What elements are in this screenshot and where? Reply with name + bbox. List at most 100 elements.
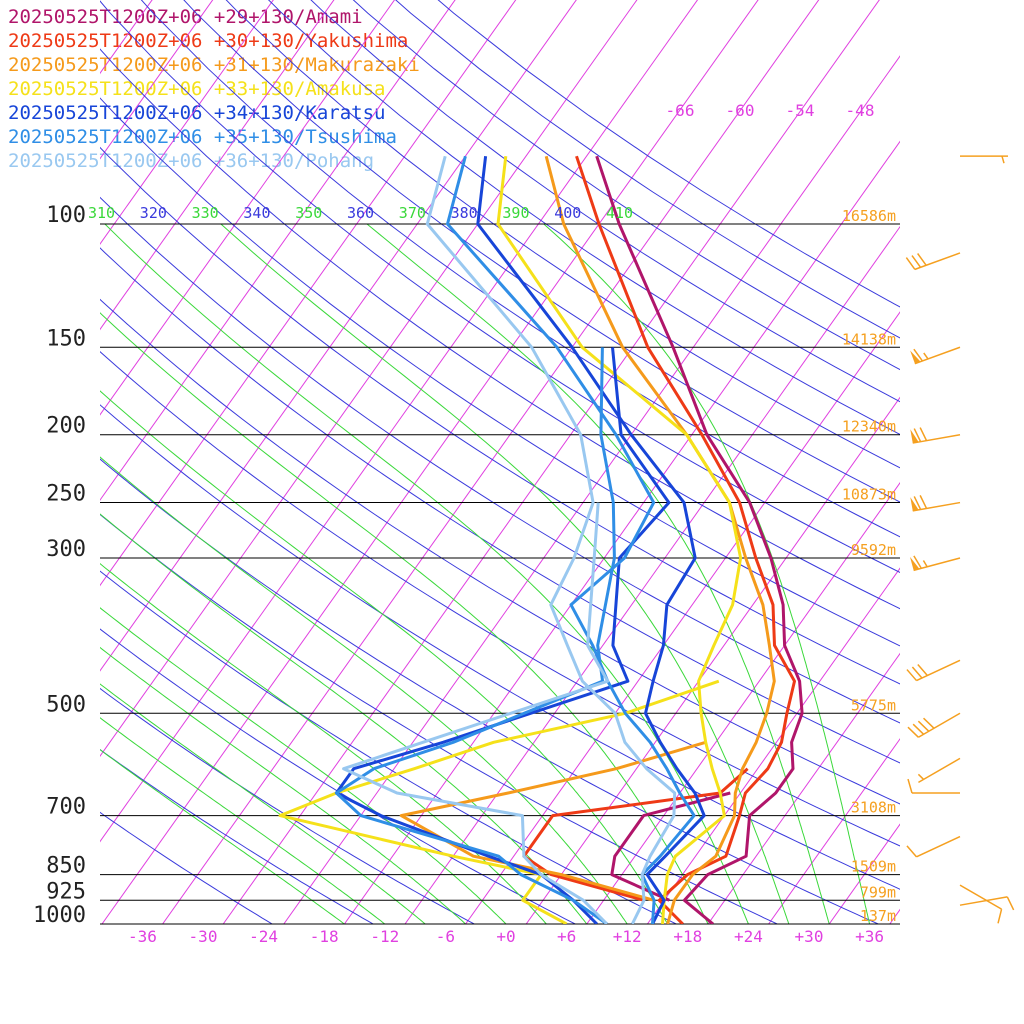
wind-barb-half-feather bbox=[917, 773, 925, 780]
wind-barb bbox=[960, 155, 1008, 164]
temperature-tick-label: +6 bbox=[557, 927, 576, 946]
temperature-profile-line bbox=[476, 156, 706, 924]
temperature-tick-label: -24 bbox=[249, 927, 278, 946]
moist-adiabat-line bbox=[100, 646, 466, 924]
upper-temperature-tick-label: -48 bbox=[846, 101, 875, 120]
pressure-label: 200 bbox=[46, 414, 86, 439]
isotherm-line bbox=[100, 0, 153, 75]
pressure-label: 150 bbox=[46, 326, 86, 351]
isotherm-line bbox=[950, 0, 1024, 924]
wind-barb-feather bbox=[997, 908, 1003, 924]
dry-adiabat-line bbox=[100, 404, 900, 890]
pressure-label: 100 bbox=[46, 203, 86, 228]
dry-adiabat-line bbox=[100, 97, 900, 647]
dry-adiabat-line bbox=[100, 146, 900, 685]
wind-barb-pennant bbox=[910, 350, 921, 364]
theta-label: 410 bbox=[606, 204, 633, 222]
dry-adiabat-line bbox=[100, 811, 274, 924]
wind-barb-staff bbox=[918, 712, 961, 738]
dry-adiabat-line bbox=[100, 458, 880, 924]
wind-barb-staff bbox=[916, 659, 961, 682]
dry-adiabat-line bbox=[437, 0, 900, 308]
height-label: 10873m bbox=[842, 486, 896, 504]
pressure-label: 850 bbox=[46, 854, 86, 879]
dry-adiabat-line bbox=[100, 196, 900, 724]
dewpoint-profile-line bbox=[334, 347, 671, 924]
isotherm-line bbox=[525, 396, 900, 924]
theta-label: 390 bbox=[502, 204, 529, 222]
height-label: 5775m bbox=[851, 696, 896, 714]
dewpoint-profile-line bbox=[342, 502, 610, 924]
wind-barb-feather bbox=[906, 845, 918, 858]
upper-temperature-tick-label: -66 bbox=[666, 101, 695, 120]
wind-barb-half-feather bbox=[922, 560, 928, 568]
wind-barb bbox=[905, 252, 961, 271]
pressure-label: 925 bbox=[46, 879, 86, 904]
isotherm-line bbox=[1011, 0, 1024, 924]
height-label: 12340m bbox=[842, 418, 896, 436]
temperature-profile-line bbox=[425, 155, 677, 924]
wind-barb bbox=[906, 835, 961, 858]
dewpoint-profile-line bbox=[334, 347, 616, 924]
temperature-profile-line bbox=[595, 155, 804, 924]
wind-barb-half-feather bbox=[1001, 155, 1005, 164]
dewpoint-profile-line bbox=[399, 740, 707, 902]
wind-barb bbox=[907, 778, 960, 794]
wind-barb-feather bbox=[919, 427, 928, 441]
moist-adiabat-line bbox=[100, 749, 345, 924]
isotherm-line bbox=[646, 567, 900, 924]
height-label: 14138m bbox=[842, 330, 896, 348]
wind-barb bbox=[959, 884, 1003, 924]
legend-entry-karatsu: 20250525T1200Z+06 +34+130/Karatsu bbox=[8, 102, 386, 124]
moist-adiabat-line bbox=[100, 390, 669, 924]
wind-barb-staff bbox=[913, 557, 961, 572]
wind-barb-feather bbox=[919, 495, 928, 509]
wind-barb-staff bbox=[914, 346, 961, 365]
wind-barb-feather bbox=[911, 666, 923, 679]
dry-adiabat-line bbox=[100, 350, 900, 847]
wind-barb-pennant bbox=[910, 556, 920, 571]
wind-barb-pennant bbox=[910, 497, 919, 511]
height-label: 137m bbox=[860, 907, 896, 925]
height-label: 16586m bbox=[842, 207, 896, 225]
isotherm-line bbox=[100, 0, 456, 501]
height-label: 1509m bbox=[851, 858, 896, 876]
legend-entry-pohang: 20250525T1200Z+06 +36+130/Pohang bbox=[8, 150, 375, 172]
temperature-tick-label: -18 bbox=[310, 927, 339, 946]
wind-barb-feather bbox=[906, 669, 918, 682]
wind-barb-staff bbox=[914, 252, 961, 271]
temperature-profile-line bbox=[544, 155, 776, 924]
wind-barb-feather bbox=[907, 778, 913, 794]
wind-barb-feather bbox=[913, 555, 923, 569]
wind-barb-staff bbox=[959, 896, 1008, 906]
wind-barb-feather bbox=[1006, 896, 1015, 911]
wind-barb-staff bbox=[916, 835, 961, 858]
dry-adiabat-line bbox=[100, 247, 900, 764]
wind-barb bbox=[910, 346, 961, 365]
wind-barb-feather bbox=[913, 428, 922, 442]
wind-barb-staff bbox=[959, 884, 1002, 910]
isotherm-line bbox=[828, 823, 900, 924]
theta-label: 400 bbox=[554, 204, 581, 222]
wind-barb bbox=[910, 427, 961, 444]
dry-adiabat-line bbox=[225, 0, 900, 469]
wind-barb-feather bbox=[911, 255, 922, 268]
wind-barb-feather bbox=[917, 720, 930, 732]
temperature-profile-line bbox=[496, 156, 743, 924]
theta-label: 320 bbox=[140, 204, 167, 222]
isotherm-line bbox=[0, 0, 9, 924]
wind-barb-feather bbox=[907, 726, 919, 738]
dry-adiabat-line bbox=[183, 0, 900, 503]
moist-adiabat-line bbox=[100, 456, 628, 924]
theta-label: 330 bbox=[192, 204, 219, 222]
wind-barb-feather bbox=[917, 253, 927, 266]
isotherm-line bbox=[100, 0, 396, 416]
temperature-profile-line bbox=[446, 155, 696, 924]
isotherm-line bbox=[707, 652, 900, 924]
temperature-tick-label: -6 bbox=[436, 927, 455, 946]
dewpoint-profile-line bbox=[610, 791, 731, 902]
wind-barb bbox=[907, 712, 961, 738]
isotherm-line bbox=[100, 0, 577, 672]
isotherm-line bbox=[100, 0, 335, 331]
